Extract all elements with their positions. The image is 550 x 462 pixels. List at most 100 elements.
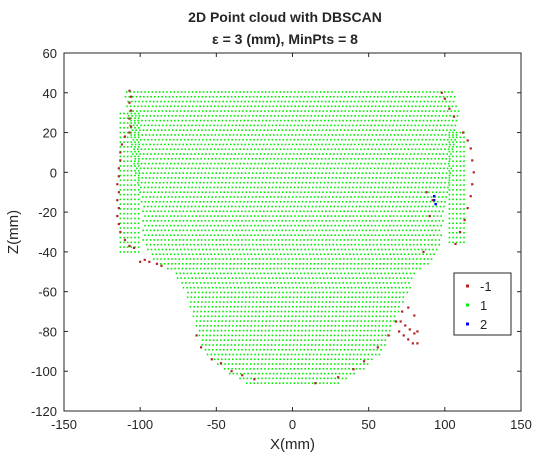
cluster-1-point [363,253,366,256]
cluster-1-point [324,158,327,160]
cluster-1-point [442,191,445,194]
cluster-1-point [196,282,198,284]
cluster-1-point [126,131,129,134]
cluster-1-point [374,215,377,217]
cluster-1-point [423,115,426,117]
cluster-1-point [401,115,404,117]
cluster-1-point [450,110,453,112]
cluster-1-point [390,210,393,213]
cluster-1-point [365,301,368,303]
cluster-1-point [291,310,294,313]
cluster-1-point [285,272,287,275]
cluster-1-point [166,119,169,122]
cluster-1-point [334,224,336,227]
cluster-1-point [354,301,357,303]
cluster-1-point [289,186,292,189]
cluster-1-point [392,91,395,93]
cluster-1-point [436,186,438,189]
cluster-1-point [343,243,345,246]
cluster-1-point [212,110,215,112]
cluster-1-point [385,162,388,165]
cluster-1-point [188,119,191,122]
cluster-1-point [140,162,143,165]
cluster-1-point [230,348,232,351]
cluster-1-point [279,363,281,365]
cluster-1-point [146,153,149,155]
cluster-1-point [252,348,254,351]
cluster-1-point [273,158,276,160]
cluster-1-point [345,325,348,327]
cluster-1-point [325,129,328,131]
cluster-1-point [275,382,277,384]
cluster-1-point [276,105,278,108]
cluster-1-point [442,220,444,222]
cluster-1-point [368,196,371,198]
cluster-1-point [342,320,344,322]
cluster-1-point [204,305,206,308]
cluster-1-point [353,134,356,136]
cluster-1-point [138,143,141,146]
cluster-1-point [439,186,442,189]
cluster-1-point [410,205,412,208]
cluster-1-point [329,205,332,208]
cluster-1-point [463,227,465,229]
cluster-1-point [119,146,122,148]
cluster-1-point [402,291,405,294]
cluster-1-point [270,301,273,303]
cluster-1-point [452,155,454,158]
noise-point [139,260,142,263]
cluster-1-point [130,217,133,220]
cluster-1-point [225,282,228,284]
cluster-1-point [412,143,415,146]
cluster-1-point [312,215,315,217]
cluster-1-point [365,305,367,308]
cluster-1-point [126,155,129,158]
cluster-1-point [287,105,289,108]
y-tick-label: -80 [38,324,57,339]
cluster-1-point [276,320,278,322]
cluster-1-point [324,282,326,284]
cluster-1-point [209,186,212,189]
cluster-1-point [228,353,231,356]
cluster-1-point [178,100,181,103]
cluster-1-point [221,253,223,256]
cluster-1-point [153,210,155,213]
cluster-1-point [292,172,294,174]
cluster-1-point [123,141,125,143]
cluster-1-point [344,167,347,170]
cluster-1-point [441,100,444,103]
cluster-1-point [275,358,278,361]
cluster-1-point [182,129,185,131]
cluster-1-point [371,177,374,179]
cluster-1-point [358,339,361,341]
cluster-1-point [216,153,218,155]
cluster-1-point [364,310,367,313]
cluster-1-point [337,277,340,279]
cluster-1-point [237,344,240,346]
cluster-1-point [223,344,225,346]
cluster-1-point [346,315,348,318]
cluster-1-point [148,162,150,165]
cluster-1-point [325,191,328,194]
cluster-1-point [360,320,363,322]
cluster-1-point [231,358,234,361]
cluster-1-point [238,339,240,341]
cluster-1-point [297,162,300,165]
cluster-1-point [412,243,415,246]
cluster-1-point [262,158,265,160]
noise-point [443,97,446,100]
cluster-1-point [355,334,358,337]
cluster-1-point [271,205,273,208]
cluster-1-point [327,377,329,380]
cluster-1-point [375,315,378,318]
cluster-1-point [236,119,238,122]
cluster-1-point [130,131,133,134]
cluster-1-point [403,124,405,127]
cluster-1-point [240,267,242,270]
cluster-1-point [235,363,237,365]
cluster-1-point [298,200,300,203]
cluster-1-point [343,100,345,103]
cluster-1-point [216,124,219,127]
cluster-1-point [195,105,198,108]
cluster-1-point [208,191,211,194]
